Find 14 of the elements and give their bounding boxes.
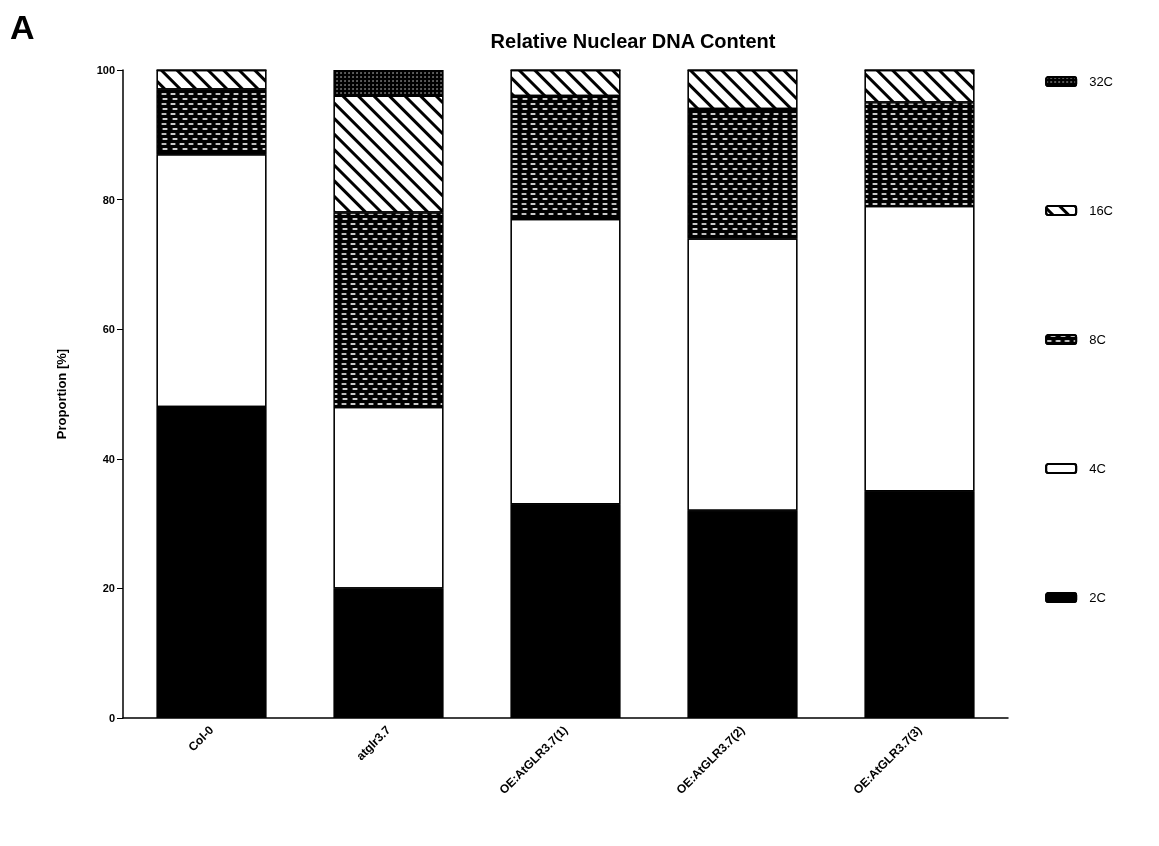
y-tick-label: 40 [102,452,115,465]
legend-label: 16C [1089,203,1114,218]
y-tick-label: 20 [102,582,115,595]
legend-label: 4C [1089,461,1106,476]
chart-title: Relative Nuclear DNA Content [490,30,776,52]
legend-label: 8C [1089,332,1106,347]
y-axis-title: Proportion [%] [54,348,69,440]
legend-label: 2C [1089,590,1106,605]
y-tick-label: 100 [96,64,115,76]
legend-label: 32C [1089,74,1114,89]
y-tick-label: 60 [102,323,115,336]
text: A [10,8,35,46]
y-tick-label: 80 [102,193,115,206]
y-tick-label: 0 [108,712,115,724]
